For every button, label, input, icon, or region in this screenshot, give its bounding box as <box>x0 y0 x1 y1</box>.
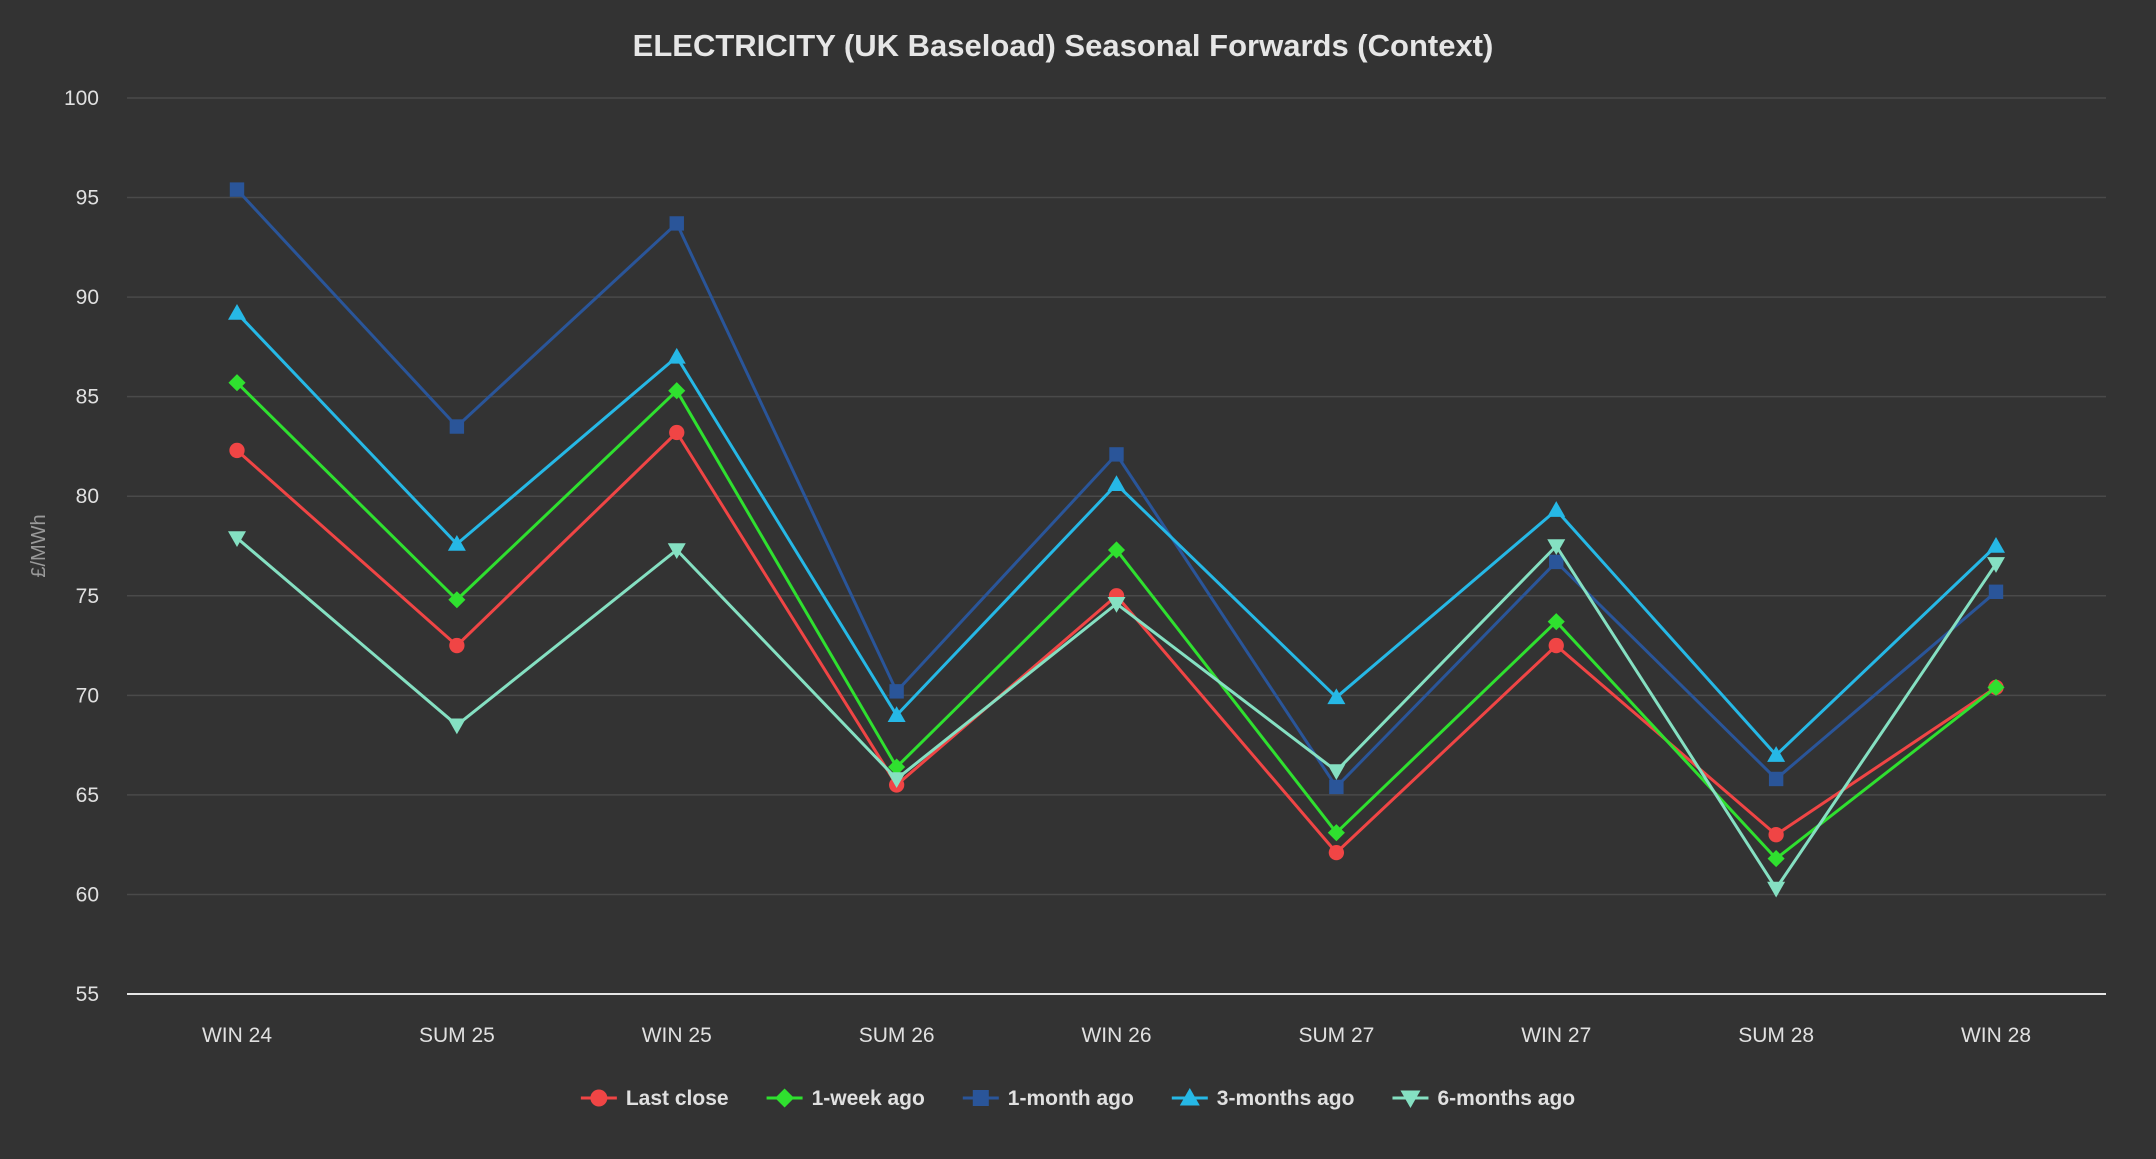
data-point-6-months-ago-win-27 <box>1547 539 1566 555</box>
legend-marker-3-months-ago <box>1179 1088 1200 1106</box>
y-tick-label-55: 55 <box>76 983 99 1006</box>
legend-marker-1-month-ago <box>972 1090 989 1106</box>
legend-label-1-month-ago: 1-month ago <box>1008 1087 1134 1110</box>
x-tick-label-sum-27: SUM 27 <box>1298 1024 1374 1047</box>
series-1-week-ago <box>228 374 2005 868</box>
x-tick-label-win-28: WIN 28 <box>1961 1024 2031 1047</box>
data-point-1-month-ago-sum-28 <box>1768 771 1784 787</box>
data-point-1-week-ago-sum-26 <box>888 758 906 776</box>
data-point-1-week-ago-win-26 <box>1107 541 1126 559</box>
y-tick-label-100: 100 <box>64 87 99 110</box>
data-point-1-month-ago-win-28 <box>1988 584 2004 599</box>
data-point-6-months-ago-sum-26 <box>887 772 906 788</box>
data-point-1-month-ago-win-26 <box>1109 447 1124 462</box>
y-tick-label-95: 95 <box>76 187 99 210</box>
series-3-months-ago <box>228 304 2005 762</box>
y-tick-label-60: 60 <box>76 883 99 906</box>
data-point-3-months-ago-sum-26 <box>887 706 906 722</box>
legend-label-3-months-ago: 3-months ago <box>1217 1087 1355 1110</box>
data-point-1-month-ago-win-27 <box>1549 554 1564 570</box>
data-point-3-months-ago-sum-27 <box>1327 688 1346 705</box>
data-point-6-months-ago-sum-25 <box>447 718 466 735</box>
x-tick-label-win-25: WIN 25 <box>642 1024 712 1047</box>
x-tick-label-sum-25: SUM 25 <box>419 1024 495 1047</box>
series-1-month-ago <box>229 182 2004 795</box>
data-point-3-months-ago-win-24 <box>228 304 246 320</box>
data-point-6-months-ago-win-24 <box>228 531 246 548</box>
legend-item-1-month-ago[interactable]: 1-month ago <box>962 1087 1134 1110</box>
x-tick-label-win-24: WIN 24 <box>202 1024 272 1047</box>
data-point-1-month-ago-sum-26 <box>889 684 904 699</box>
data-point-1-week-ago-sum-27 <box>1327 824 1345 842</box>
data-point-last-close-sum-27 <box>1328 844 1345 861</box>
data-point-1-week-ago-win-24 <box>228 374 246 392</box>
y-tick-label-70: 70 <box>76 684 99 707</box>
legend: Last close 1-week ago 1-month ago 3-months … <box>580 1087 1575 1110</box>
y-axis-title: £/MWh <box>28 514 50 577</box>
data-point-1-week-ago-sum-25 <box>448 591 466 609</box>
legend-label-1-week-ago: 1-week ago <box>812 1087 925 1110</box>
legend-item-3-months-ago[interactable]: 3-months ago <box>1171 1087 1355 1110</box>
data-point-1-month-ago-win-25 <box>669 216 684 231</box>
x-tick-label-win-27: WIN 27 <box>1521 1024 1591 1047</box>
data-point-1-week-ago-sum-28 <box>1767 850 1785 868</box>
data-point-1-week-ago-win-25 <box>668 382 686 400</box>
data-point-last-close-win-27 <box>1548 637 1564 654</box>
data-point-3-months-ago-sum-25 <box>447 535 466 551</box>
data-point-3-months-ago-win-27 <box>1547 501 1566 517</box>
data-point-1-month-ago-sum-27 <box>1329 779 1344 795</box>
y-axis-ticks: 55 60 65 70 75 80 85 90 95 100 <box>64 87 99 1006</box>
grid-lines <box>127 97 2106 896</box>
data-point-last-close-win-24 <box>229 442 245 459</box>
data-point-last-close-sum-25 <box>449 637 465 654</box>
chart-title: ELECTRICITY (UK Baseload) Seasonal Forwa… <box>633 28 1494 63</box>
y-tick-label-75: 75 <box>76 585 99 608</box>
x-axis-ticks: WIN 24 SUM 25 WIN 25 SUM 26 WIN 26 SUM 27 WIN … <box>202 1024 2031 1047</box>
legend-item-1-week-ago[interactable]: 1-week ago <box>766 1087 925 1110</box>
y-tick-label-90: 90 <box>76 286 99 309</box>
data-point-6-months-ago-sum-27 <box>1327 764 1346 780</box>
x-tick-label-sum-28: SUM 28 <box>1738 1024 1814 1047</box>
y-tick-label-85: 85 <box>76 386 99 409</box>
legend-item-last-close[interactable]: Last close <box>580 1087 729 1110</box>
data-point-3-months-ago-win-28 <box>1987 537 2005 553</box>
data-point-6-months-ago-sum-28 <box>1767 881 1786 898</box>
data-point-6-months-ago-win-28 <box>1987 557 2005 573</box>
data-point-6-months-ago-win-26 <box>1107 596 1126 613</box>
y-tick-label-80: 80 <box>76 485 99 508</box>
y-tick-label-65: 65 <box>76 784 99 807</box>
legend-label-6-months-ago: 6-months ago <box>1437 1087 1575 1110</box>
data-point-3-months-ago-win-25 <box>667 347 686 364</box>
data-point-1-month-ago-sum-25 <box>449 419 465 434</box>
data-point-last-close-win-25 <box>669 424 685 441</box>
series-6-months-ago <box>228 531 2005 898</box>
legend-label-last-close: Last close <box>626 1087 729 1110</box>
data-point-1-week-ago-win-27 <box>1547 613 1565 631</box>
legend-marker-last-close <box>590 1089 608 1107</box>
data-point-1-week-ago-win-28 <box>1987 678 2005 696</box>
data-point-3-months-ago-win-26 <box>1107 475 1126 492</box>
data-point-1-month-ago-win-24 <box>229 182 245 197</box>
data-point-3-months-ago-sum-28 <box>1767 746 1786 762</box>
x-tick-label-sum-26: SUM 26 <box>859 1024 935 1047</box>
legend-marker-1-week-ago <box>775 1088 795 1108</box>
data-point-6-months-ago-win-25 <box>667 543 686 559</box>
legend-item-6-months-ago[interactable]: 6-months ago <box>1392 1087 1575 1110</box>
series-group <box>228 182 2005 898</box>
x-tick-label-win-26: WIN 26 <box>1081 1024 1151 1047</box>
legend-marker-6-months-ago <box>1400 1090 1421 1108</box>
data-point-last-close-sum-28 <box>1768 827 1784 843</box>
